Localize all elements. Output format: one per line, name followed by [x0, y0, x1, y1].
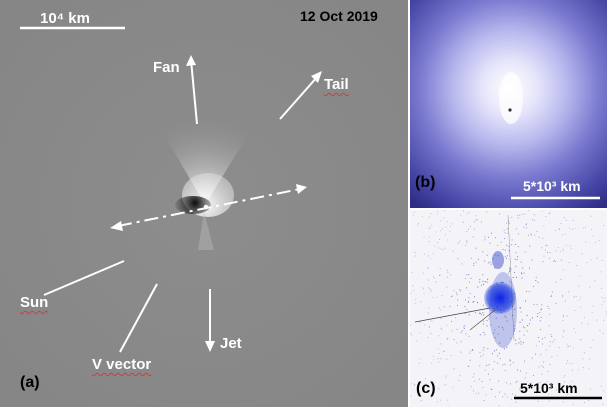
panel-c-noise-image: (c) 5*10³ km: [410, 210, 607, 407]
tail-arrowhead: [311, 71, 322, 83]
faint-streak-left: [414, 307, 491, 323]
faint-streak-mid: [469, 309, 496, 331]
upper-blob: [492, 251, 504, 269]
speckle-noise: [410, 210, 607, 407]
date-label: 12 Oct 2019: [300, 8, 378, 24]
jet-label: Jet: [220, 335, 242, 352]
dash-dot-axis: [117, 188, 301, 227]
panel-b-coma-image: (b) 5*10³ km: [410, 0, 607, 208]
scale-label-b: 5*10³ km: [523, 178, 581, 194]
panel-a-enhanced-image: 10⁴ km 12 Oct 2019 Fan Tail Sun V vector…: [0, 0, 408, 407]
panel-label-b: (b): [415, 174, 436, 191]
v-vector-label: V vector: [92, 356, 152, 373]
panel-c-graphics: [410, 210, 607, 407]
tail-arrow: [279, 75, 319, 120]
inner-coma: [499, 72, 523, 124]
tail-label: Tail: [324, 76, 349, 93]
fan-arrowhead: [186, 55, 196, 66]
faint-streak-vertical: [507, 214, 515, 341]
fan-cone: [150, 102, 262, 205]
bright-blob: [484, 282, 516, 314]
scale-label-a: 10⁴ km: [40, 10, 90, 27]
nucleus-b: [508, 108, 512, 112]
sun-line: [43, 260, 125, 296]
axis-arrowhead-right: [296, 184, 307, 194]
sun-label: Sun: [20, 294, 49, 311]
scale-label-c: 5*10³ km: [520, 380, 578, 396]
axis-arrowhead-left: [110, 221, 123, 231]
jet-feature: [198, 212, 214, 250]
panel-label-c: (c): [416, 380, 436, 397]
fan-arrow: [190, 59, 198, 125]
fan-label: Fan: [153, 59, 180, 76]
v-vector-line: [119, 283, 158, 353]
panel-label-a: (a): [20, 374, 40, 391]
jet-arrowhead: [205, 341, 215, 352]
panel-a-graphics: [0, 0, 408, 407]
panel-b-graphics: [410, 0, 607, 208]
